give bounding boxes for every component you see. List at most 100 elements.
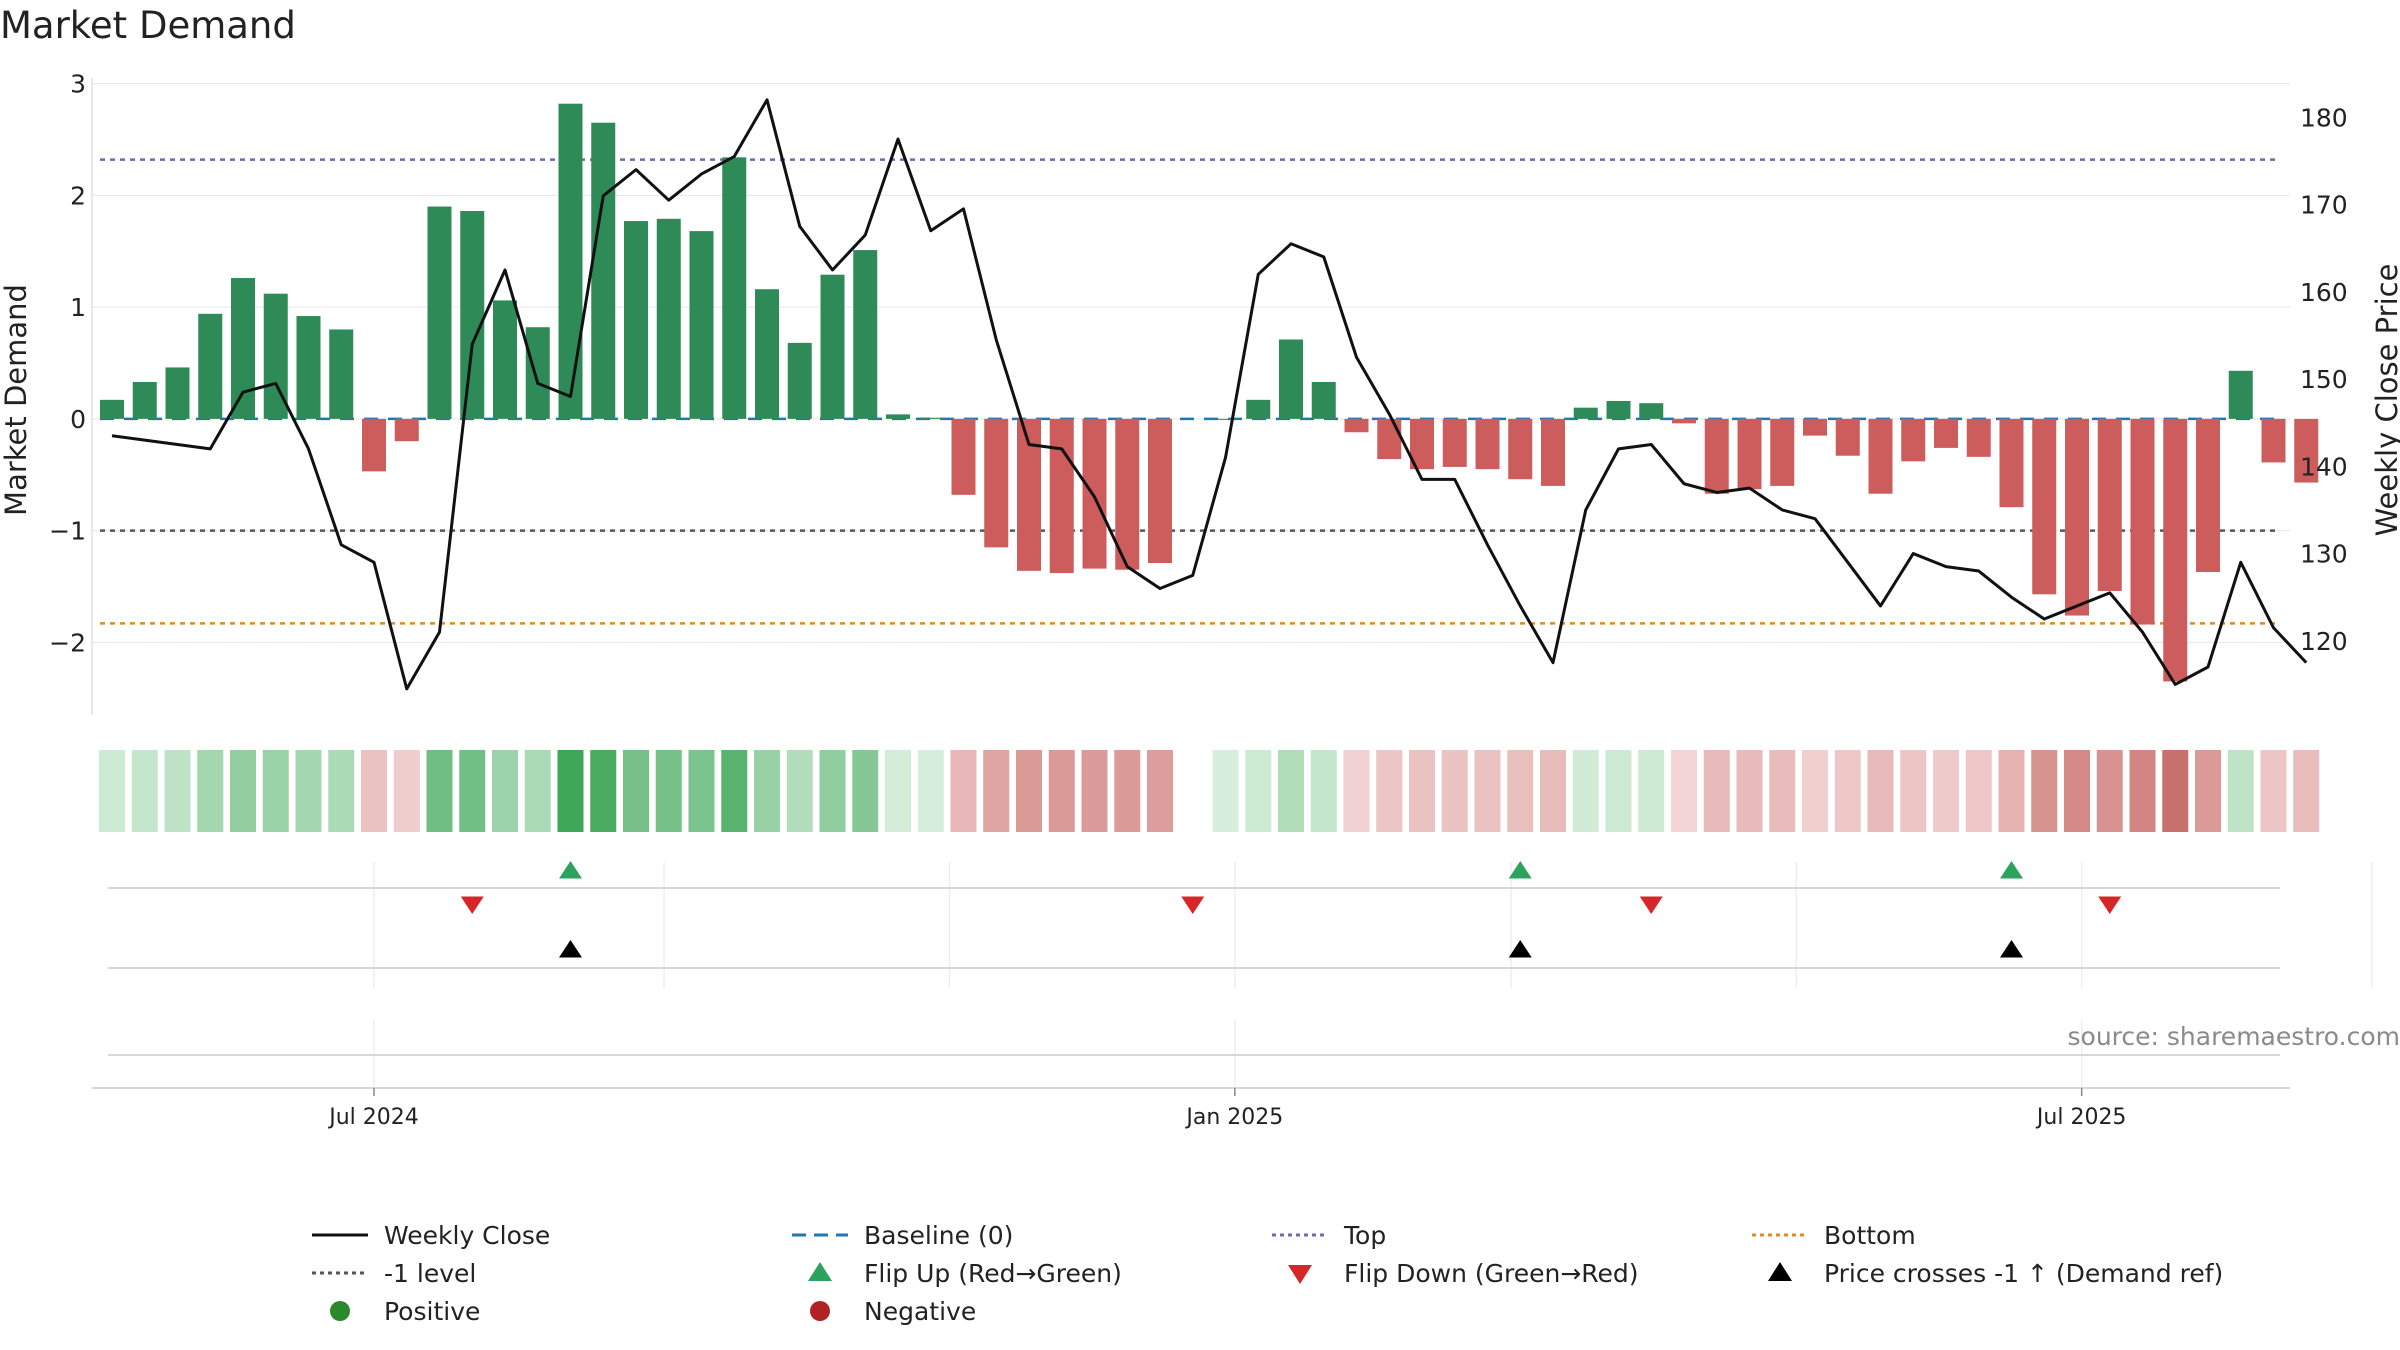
heat-cell [2096, 750, 2123, 832]
demand-bar [165, 367, 190, 419]
y-tick-label: 3 [70, 70, 86, 99]
heat-cell [262, 750, 289, 832]
demand-bar [558, 103, 583, 419]
heat-cell [1965, 750, 1992, 832]
heat-cell [295, 750, 322, 832]
heat-cell [1212, 750, 1239, 832]
level-lines [100, 158, 2280, 625]
demand-bar [1377, 418, 1402, 460]
flip-up-marker [1508, 861, 1532, 879]
heat-cell [1278, 750, 1304, 832]
chart-title: Market Demand [0, 4, 296, 47]
heat-cell [950, 750, 977, 832]
flip-down-marker [1639, 896, 1663, 914]
legend-label: Price crosses -1 ↑ (Demand ref) [1824, 1258, 2224, 1288]
y-tick-label: 2 [70, 181, 86, 210]
heat-cell [819, 750, 846, 832]
demand-bar [656, 218, 681, 419]
demand-bar [1672, 418, 1696, 424]
heat-cell [2129, 750, 2156, 832]
axes: 3 2 1 0 −1 −2 180 170 160 150 140 130 120 Market Dema… [0, 70, 2400, 715]
flip-down-marker [1181, 896, 1205, 914]
demand-bar [1803, 418, 1827, 436]
heat-cell [1605, 750, 1632, 832]
demand-bar [198, 313, 223, 419]
heat-cell [1572, 750, 1599, 832]
legend-label: Flip Up (Red→Green) [864, 1258, 1122, 1288]
demand-bar [1573, 407, 1598, 419]
y-tick-label: 1 [70, 293, 86, 322]
price-line-layer [111, 98, 2308, 691]
y2-axis-label: Weekly Close Price [2370, 264, 2400, 537]
legend-label: Baseline (0) [864, 1220, 1014, 1250]
demand-bar [820, 274, 845, 419]
legend-label: Negative [864, 1296, 977, 1326]
heat-cell [230, 750, 256, 832]
demand-bar [2130, 418, 2155, 625]
demand-bar [951, 418, 976, 495]
heat-cell [131, 750, 158, 832]
heat-cell [1147, 750, 1173, 832]
demand-bar [591, 122, 616, 419]
demand-bar [1246, 399, 1271, 419]
demand-bar [1148, 418, 1172, 564]
demand-bar [1770, 418, 1795, 486]
y2-tick-label: 140 [2300, 452, 2348, 481]
demand-bar [2065, 418, 2089, 616]
heat-cell [786, 750, 813, 832]
heat-cell [492, 750, 518, 832]
heat-cell [1900, 750, 1927, 832]
legend-label: Bottom [1824, 1220, 1916, 1250]
heat-cell [426, 750, 453, 832]
legend-item-baseline: Baseline (0) [790, 1216, 1013, 1254]
heat-cell [2031, 750, 2058, 832]
demand-bar [132, 381, 157, 419]
legend-label: Top [1344, 1220, 1387, 1250]
heat-cell [328, 750, 355, 832]
demand-bar [1639, 403, 1664, 419]
flip-down-marker [460, 896, 484, 914]
y-tick-label: −2 [49, 628, 86, 657]
legend-item-weekly-close: Weekly Close [310, 1216, 550, 1254]
demand-bars [100, 103, 2319, 682]
heat-cell [1245, 750, 1272, 832]
demand-bar [1049, 418, 1074, 574]
flip-up-triangle-icon [808, 1262, 832, 1281]
legend-swatch-baseline [792, 1233, 848, 1237]
demand-bar [1704, 418, 1729, 494]
heat-cell [688, 750, 715, 832]
legend-label: Positive [384, 1296, 481, 1326]
y-tick-label: 0 [70, 405, 86, 434]
positive-dot-icon [330, 1301, 350, 1321]
y-tick-label: −1 [49, 517, 86, 546]
heat-cell [1507, 750, 1534, 832]
y2-tick-label: 160 [2300, 278, 2348, 307]
heat-cell [524, 750, 551, 832]
demand-bar [100, 399, 124, 419]
demand-bar [1475, 418, 1500, 470]
demand-bar [1901, 418, 1926, 462]
heat-cell [2064, 750, 2090, 832]
demand-bar [329, 329, 354, 419]
heat-cell [1081, 750, 1108, 832]
demand-bar [1279, 339, 1303, 419]
price-cross-marker [2000, 940, 2023, 958]
demand-bar [1082, 418, 1107, 569]
heat-cell [2162, 750, 2189, 832]
x-tick-label: Jul 2024 [327, 1105, 419, 1130]
flip-down-marker [2098, 896, 2122, 914]
grid-layer [92, 83, 2290, 643]
source-note: source: sharemaestro.com [2067, 1022, 2400, 1051]
heat-cell [1671, 750, 1697, 832]
demand-bar [427, 206, 452, 419]
heat-cell [1376, 750, 1403, 832]
heat-cell [590, 750, 617, 832]
legend-item-flip-down: Flip Down (Green→Red) [1270, 1254, 1639, 1292]
demand-bar [2261, 418, 2286, 463]
legend-item-price-cross: Price crosses -1 ↑ (Demand ref) [1750, 1254, 2223, 1292]
negative-dot-icon [810, 1301, 830, 1321]
heat-cell [1474, 750, 1501, 832]
heat-cell [361, 750, 387, 832]
flip-up-marker [2000, 861, 2023, 879]
heat-cell [2260, 750, 2287, 832]
